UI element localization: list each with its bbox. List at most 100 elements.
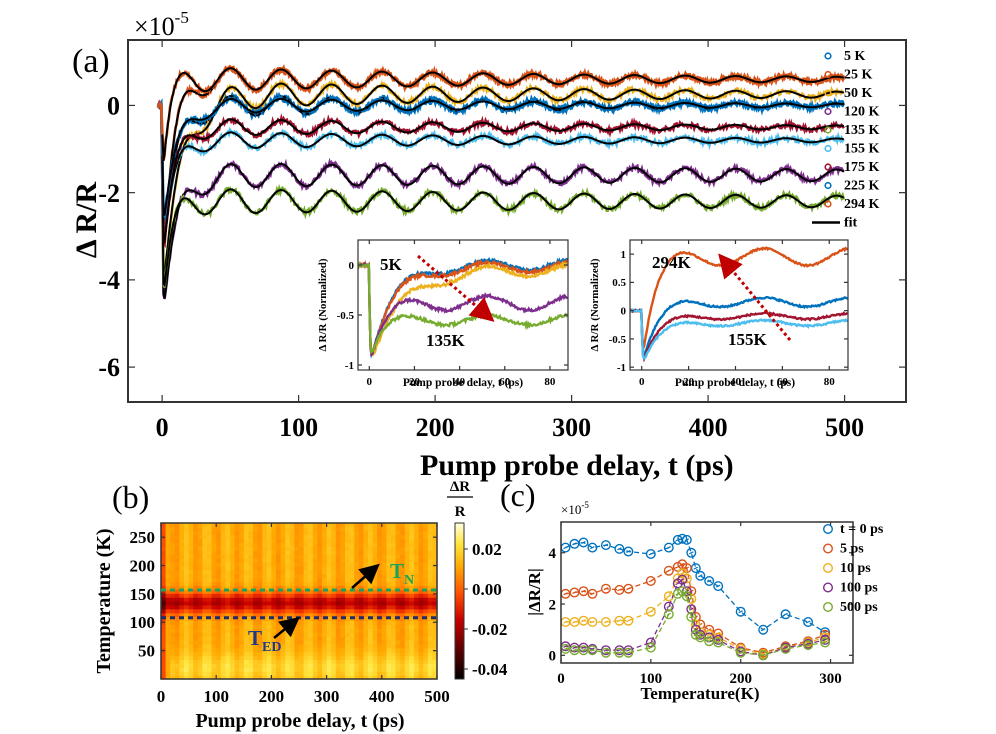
heatmap-cell: [266, 636, 272, 641]
x-tick-label: 40: [454, 376, 466, 388]
heatmap-cell: [266, 663, 272, 668]
heatmap-cell: [303, 604, 309, 610]
heatmap-cell: [432, 573, 438, 579]
heatmap-cell: [248, 675, 254, 680]
heatmap-cell: [322, 585, 328, 590]
heatmap-cell: [299, 616, 305, 622]
heatmap-cell: [188, 604, 194, 610]
heatmap-cell: [404, 659, 410, 664]
heatmap-cell: [368, 628, 374, 633]
heatmap-cell: [197, 542, 203, 547]
heatmap-cell: [381, 671, 387, 676]
c-data-point: [780, 609, 791, 620]
panel-c-label: (c): [500, 477, 536, 513]
heatmap-cell: [326, 562, 332, 567]
heatmap-cell: [322, 538, 328, 544]
heatmap-cell: [207, 523, 213, 528]
heatmap-cell: [299, 550, 305, 555]
heatmap-cell: [368, 534, 374, 540]
heatmap-cell: [161, 604, 167, 610]
heatmap-cell: [285, 569, 291, 575]
heatmap-cell: [225, 581, 231, 586]
heatmap-cell: [432, 604, 438, 610]
legend-marker: [824, 107, 832, 116]
heatmap-cell: [386, 526, 392, 532]
heatmap-cell: [239, 608, 245, 614]
heatmap-cell: [225, 565, 231, 571]
c-data-point-tick: [805, 620, 811, 624]
inset-2: 0 20 40 60 80-1-0.500.51 Pump probe delay, t…: [589, 239, 849, 389]
heatmap-cell: [188, 538, 194, 544]
heatmap-cell: [197, 636, 203, 641]
heatmap-cell: [216, 643, 222, 649]
heatmap-cell: [230, 671, 236, 676]
heatmap-cell: [308, 562, 314, 567]
heatmap-cell: [257, 565, 263, 571]
heatmap-cell: [165, 628, 171, 633]
heatmap-cell: [418, 667, 424, 672]
heatmap-cell: [340, 534, 346, 540]
heatmap-cell: [404, 538, 410, 544]
heatmap-cell: [299, 608, 305, 614]
heatmap-cell: [184, 667, 190, 672]
heatmap-cell: [243, 542, 249, 547]
heatmap-cell: [207, 663, 213, 668]
c-data-point-tick: [563, 644, 568, 648]
heatmap-cell: [409, 562, 415, 567]
heatmap-cell: [395, 589, 401, 594]
heatmap-cell: [248, 620, 254, 625]
heatmap-cell: [230, 581, 236, 586]
heatmap-cell: [372, 616, 378, 622]
heatmap-cell: [299, 530, 305, 536]
heatmap-cell: [165, 612, 171, 618]
heatmap-cell: [262, 530, 268, 536]
heatmap-cell: [354, 597, 360, 602]
heatmap-cell: [234, 565, 240, 571]
heatmap-cell: [377, 628, 383, 633]
heatmap-cell: [280, 663, 286, 668]
heatmap-cell: [211, 530, 217, 536]
heatmap-cell: [391, 647, 397, 653]
heatmap-cell: [386, 550, 392, 555]
heatmap-cell: [230, 546, 236, 551]
c-data-point-tick: [706, 579, 712, 583]
heatmap-cell: [400, 526, 406, 532]
heatmap-cell: [322, 620, 328, 625]
heatmap-cell: [207, 667, 213, 672]
heatmap-cell: [377, 612, 383, 618]
heatmap-cell: [225, 558, 231, 563]
heatmap-cell: [363, 597, 369, 602]
heatmap-cell: [289, 612, 295, 618]
heatmap-cell: [170, 589, 176, 594]
heatmap-cell: [427, 565, 433, 571]
heatmap-cell: [170, 663, 176, 668]
heatmap-cell: [308, 647, 314, 653]
heatmap-cell: [391, 577, 397, 583]
heatmap-cell: [165, 632, 171, 637]
heatmap-cell: [340, 636, 346, 641]
heatmap-cell: [271, 546, 277, 551]
heatmap-cell: [276, 659, 282, 664]
heatmap-cell: [299, 655, 305, 661]
heatmap-cell: [294, 667, 300, 672]
heatmap-cell: [280, 565, 286, 571]
heatmap-cell: [418, 655, 424, 661]
heatmap-cell: [322, 624, 328, 629]
x-tick-label: 20: [409, 376, 421, 388]
heatmap-cell: [289, 585, 295, 590]
heatmap-cell: [220, 585, 226, 590]
heatmap-cell: [404, 523, 410, 528]
heatmap-cell: [391, 542, 397, 547]
heatmap-cell: [285, 671, 291, 676]
heatmap-cell: [427, 628, 433, 633]
heatmap-cell: [432, 581, 438, 586]
heatmap-cell: [188, 585, 194, 590]
heatmap-cell: [432, 554, 438, 559]
heatmap-cell: [377, 608, 383, 614]
heatmap-cell: [317, 651, 323, 657]
heatmap-cell: [165, 597, 171, 602]
heatmap-cell: [326, 554, 332, 559]
heatmap-cell: [335, 612, 341, 618]
heatmap-cell: [266, 655, 272, 661]
c-data-point-tick: [738, 649, 743, 654]
